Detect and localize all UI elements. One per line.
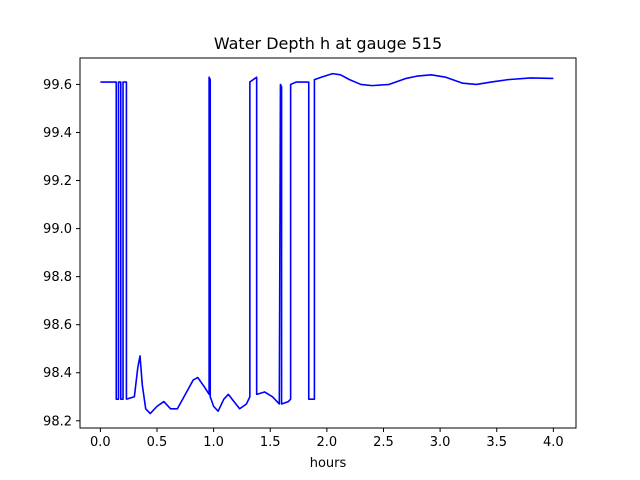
axes-frame (79, 57, 577, 429)
x-tick-label: 0.5 (147, 435, 168, 450)
plot-area (100, 72, 554, 415)
series-line-0 (100, 72, 554, 415)
x-axis-ticks: 0.0 0.5 1.0 1.5 2.0 2.5 3.0 3.5 4.0 (90, 428, 564, 450)
x-tick-label: 3.0 (430, 435, 451, 450)
y-axis-ticks: 98.2 98.4 98.6 98.8 99.0 99.2 99.4 99.6 (43, 78, 80, 429)
x-axis-label: hours (310, 456, 347, 471)
x-tick-label: 0.0 (90, 435, 111, 450)
x-tick-label: 3.5 (486, 435, 507, 450)
y-tick-label: 98.4 (43, 366, 72, 381)
x-tick-label: 1.5 (260, 435, 281, 450)
y-tick-label: 99.0 (43, 222, 72, 237)
x-tick-label: 2.5 (373, 435, 394, 450)
y-tick-label: 98.6 (43, 318, 72, 333)
x-tick-label: 1.0 (203, 435, 224, 450)
y-tick-label: 99.2 (43, 174, 72, 189)
chart-title: Water Depth h at gauge 515 (214, 34, 442, 53)
y-tick-label: 99.6 (43, 78, 72, 93)
y-tick-label: 99.4 (43, 126, 72, 141)
y-tick-label: 98.2 (43, 414, 72, 429)
y-tick-label: 98.8 (43, 270, 72, 285)
x-tick-label: 4.0 (543, 435, 564, 450)
x-tick-label: 2.0 (317, 435, 338, 450)
